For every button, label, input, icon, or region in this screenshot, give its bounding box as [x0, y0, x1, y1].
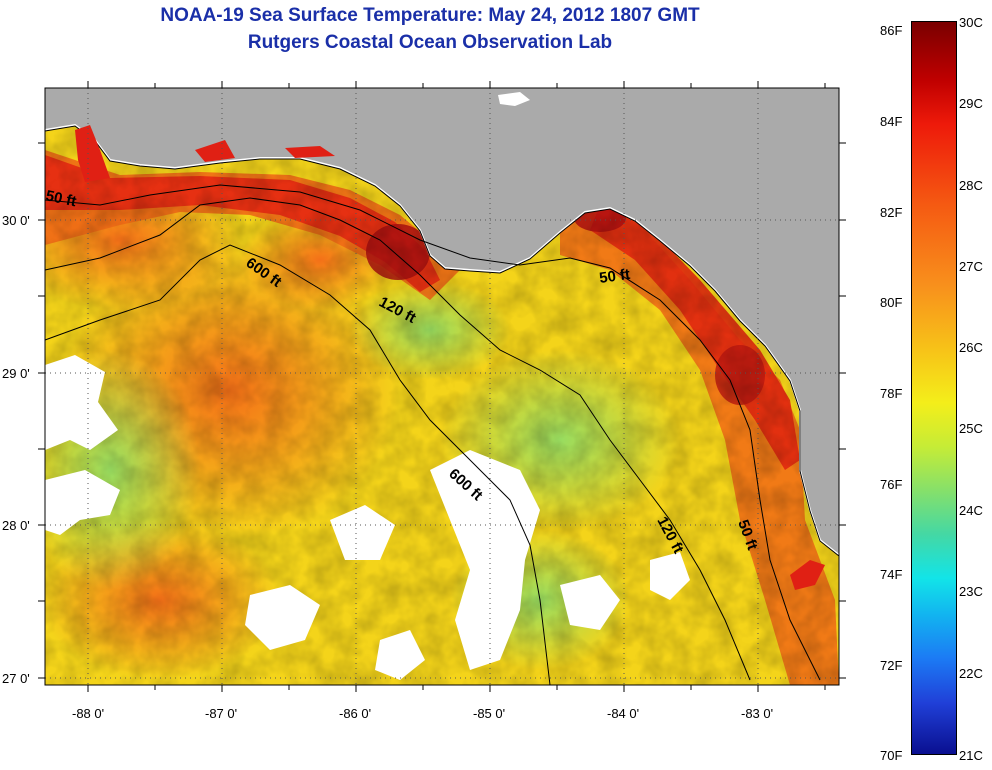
chart-subtitle: Rutgers Coastal Ocean Observation Lab	[247, 32, 613, 53]
depth-contours	[44, 184, 821, 686]
cloud-mask	[245, 585, 320, 650]
contour-120ft	[44, 197, 751, 681]
celsius-label: 24C	[959, 503, 983, 518]
cloud-mask	[330, 505, 395, 560]
lat-label: 29 0'	[2, 366, 30, 381]
celsius-label: 25C	[959, 421, 983, 436]
contour-600ft	[44, 244, 551, 686]
coastline	[45, 125, 839, 557]
celsius-label: 28C	[959, 178, 983, 193]
celsius-label: 30C	[959, 15, 983, 30]
lat-label: 27 0'	[2, 671, 30, 686]
cloud-mask	[375, 630, 425, 680]
fahrenheit-label: 74F	[880, 567, 903, 582]
cloud-mask	[45, 355, 118, 450]
coastline	[45, 123, 839, 556]
fahrenheit-label: 70F	[880, 748, 903, 763]
celsius-label: 22C	[959, 666, 983, 681]
fahrenheit-label: 76F	[880, 477, 903, 492]
lon-label: -86 0'	[339, 706, 371, 721]
fahrenheit-label: 84F	[880, 114, 903, 129]
celsius-label: 23C	[959, 584, 983, 599]
bay	[285, 146, 335, 158]
cloud-mask	[45, 470, 120, 535]
celsius-label: 29C	[959, 96, 983, 111]
chart-title: NOAA-19 Sea Surface Temperature: May 24,…	[160, 5, 700, 26]
cloud-mask	[560, 575, 620, 630]
fahrenheit-label: 82F	[880, 205, 903, 220]
cloud-fleck	[498, 92, 530, 106]
celsius-label: 26C	[959, 340, 983, 355]
tampa-bay	[790, 560, 825, 590]
bay	[75, 125, 110, 182]
lon-label: -84 0'	[607, 706, 639, 721]
fahrenheit-label: 72F	[880, 658, 903, 673]
fahrenheit-label: 78F	[880, 386, 903, 401]
map-frame	[44, 87, 840, 686]
fahrenheit-label: 80F	[880, 295, 903, 310]
lon-label: -85 0'	[473, 706, 505, 721]
celsius-label: 27C	[959, 259, 983, 274]
contour-50ft-north	[44, 184, 821, 681]
contour-label: 50 ft	[44, 187, 78, 210]
ticks	[38, 81, 846, 692]
color-scale-bar	[911, 21, 957, 755]
lon-label: -87 0'	[205, 706, 237, 721]
bay	[195, 140, 235, 162]
lon-label: -88 0'	[72, 706, 104, 721]
lon-label: -83 0'	[741, 706, 773, 721]
lat-label: 30 0'	[2, 213, 30, 228]
cloud-mask	[650, 552, 690, 600]
celsius-label: 21C	[959, 748, 983, 763]
fahrenheit-label: 86F	[880, 23, 903, 38]
lat-label: 28 0'	[2, 518, 30, 533]
land-mass	[45, 88, 839, 555]
contour-label: 50 ft	[598, 266, 631, 287]
